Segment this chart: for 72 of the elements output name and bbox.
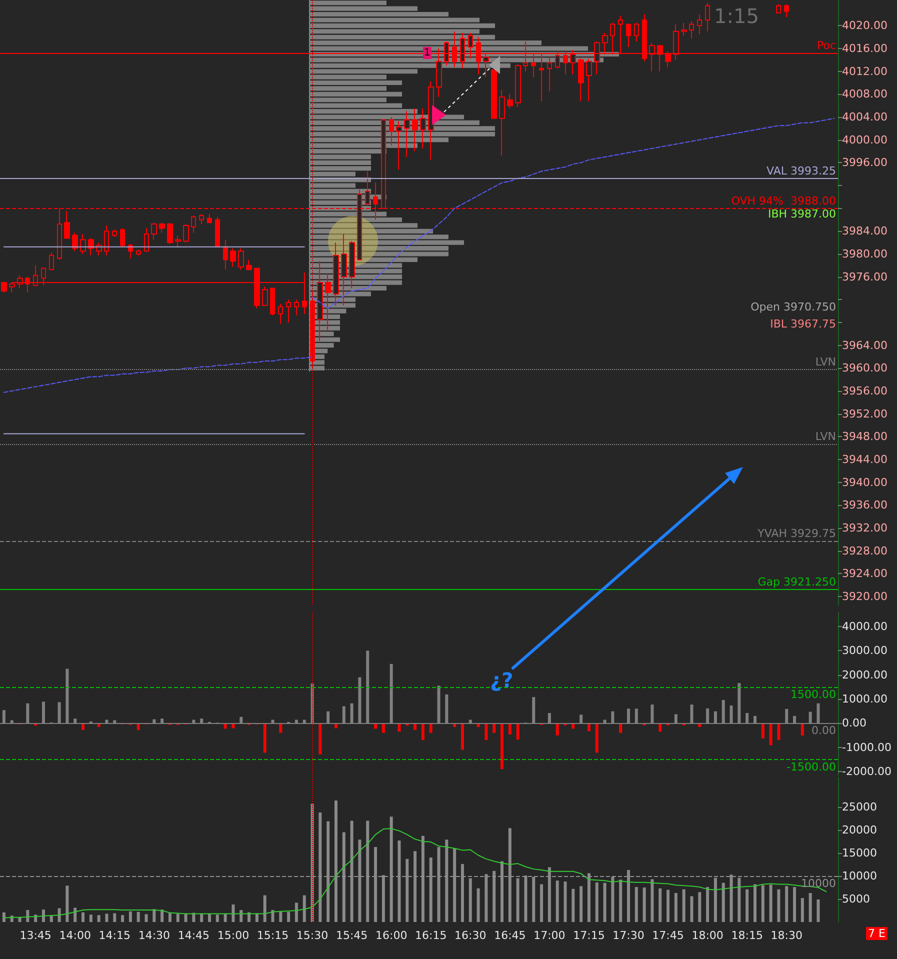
y-tick-label: -2000.00 bbox=[842, 765, 892, 778]
ref-line-label: 1500.00 bbox=[790, 688, 836, 701]
y-tick-label: 20000 bbox=[842, 823, 877, 836]
ref-line-label: 10000 bbox=[801, 876, 836, 890]
y-tick-label: 3984.00 bbox=[842, 224, 888, 238]
annotation: IBL 3967.75 bbox=[770, 318, 836, 330]
x-tick-label: 14:15 bbox=[98, 929, 130, 942]
y-tick-label: 3948.00 bbox=[842, 430, 888, 444]
y-tick-label: 4016.00 bbox=[842, 42, 888, 56]
y-tick-label: 4004.00 bbox=[842, 110, 888, 124]
y-tick-label: 3944.00 bbox=[842, 452, 888, 466]
y-tick-label: 3956.00 bbox=[842, 384, 888, 398]
y-tick-label: 4012.00 bbox=[842, 64, 888, 78]
ref-line-label: LVN bbox=[815, 356, 836, 369]
ref-line-label: Poc bbox=[816, 38, 836, 52]
y-tick-label: 15000 bbox=[842, 846, 877, 860]
x-tick-label: 14:45 bbox=[178, 929, 210, 942]
annotation: 1:15 bbox=[714, 4, 759, 28]
y-tick-label: 3932.00 bbox=[842, 521, 888, 534]
y-tick-label: 0.00 bbox=[842, 716, 866, 730]
y-tick-label: 3000.00 bbox=[842, 644, 888, 658]
y-tick-label: 1000.00 bbox=[842, 692, 888, 706]
y-tick-label: 3996.00 bbox=[842, 156, 888, 170]
x-tick-label: 15:00 bbox=[217, 929, 250, 942]
ref-line-label: -1500.00 bbox=[786, 760, 836, 774]
x-tick-label: 15:30 bbox=[296, 929, 328, 942]
y-tick-label: 3920.00 bbox=[842, 590, 888, 603]
y-tick-label: 4000.00 bbox=[842, 133, 888, 146]
x-tick-label: 17:00 bbox=[534, 929, 566, 942]
ref-line-label: VAL 3993.25 bbox=[766, 164, 836, 178]
annotation: ¿? bbox=[490, 668, 514, 692]
y-tick-label: 3980.00 bbox=[842, 247, 888, 260]
x-tick-label: 18:15 bbox=[731, 929, 763, 942]
y-tick-label: 4000.00 bbox=[842, 620, 888, 633]
x-tick-label: 16:00 bbox=[375, 929, 408, 942]
ref-line-label: OVH 94% 3988.00 bbox=[731, 194, 836, 208]
annotation: Open 3970.750 bbox=[750, 300, 836, 314]
ref-line-label: LVN bbox=[815, 430, 836, 443]
x-tick-label: 16:30 bbox=[454, 929, 486, 942]
x-tick-label: 17:45 bbox=[652, 929, 684, 942]
x-tick-label: 14:00 bbox=[59, 929, 91, 942]
y-tick-label: 3964.00 bbox=[842, 338, 888, 352]
ref-line-label: YVAH 3929.75 bbox=[756, 526, 836, 540]
y-tick-label: 4008.00 bbox=[842, 88, 888, 101]
y-tick-label: -1000.00 bbox=[842, 740, 892, 754]
y-tick-label: 5000 bbox=[842, 892, 870, 906]
annotation: 1 bbox=[424, 48, 430, 58]
y-tick-label: 10000 bbox=[842, 869, 877, 882]
y-tick-label: 3976.00 bbox=[842, 270, 888, 284]
y-tick-label: 25000 bbox=[842, 800, 877, 814]
ref-line-label: 0.00 bbox=[812, 724, 836, 738]
y-tick-label: 3936.00 bbox=[842, 498, 888, 512]
y-tick-label: 3940.00 bbox=[842, 476, 888, 489]
y-tick-label: 3960.00 bbox=[842, 362, 888, 375]
text: 7 E bbox=[868, 927, 886, 940]
y-tick-label: 2000.00 bbox=[842, 668, 888, 682]
y-tick-label: 3928.00 bbox=[842, 544, 888, 558]
y-tick-label: 3924.00 bbox=[842, 567, 888, 580]
x-tick-label: 17:15 bbox=[573, 929, 605, 942]
x-tick-label: 17:30 bbox=[612, 929, 644, 942]
x-tick-label: 18:00 bbox=[692, 929, 724, 942]
x-tick-label: 15:45 bbox=[336, 929, 368, 942]
x-tick-label: 14:30 bbox=[138, 929, 170, 942]
x-tick-label: 16:15 bbox=[415, 929, 447, 942]
y-tick-label: 3952.00 bbox=[842, 407, 888, 420]
x-tick-label: 15:15 bbox=[256, 929, 289, 942]
ref-line-label: Gap 3921.250 bbox=[758, 575, 836, 588]
annotation: IBH 3987.00 bbox=[768, 208, 836, 220]
x-tick-label: 16:45 bbox=[494, 929, 526, 942]
x-tick-label: 13:45 bbox=[20, 929, 52, 942]
y-tick-label: 4020.00 bbox=[842, 19, 888, 32]
x-tick-label: 18:30 bbox=[770, 929, 802, 942]
